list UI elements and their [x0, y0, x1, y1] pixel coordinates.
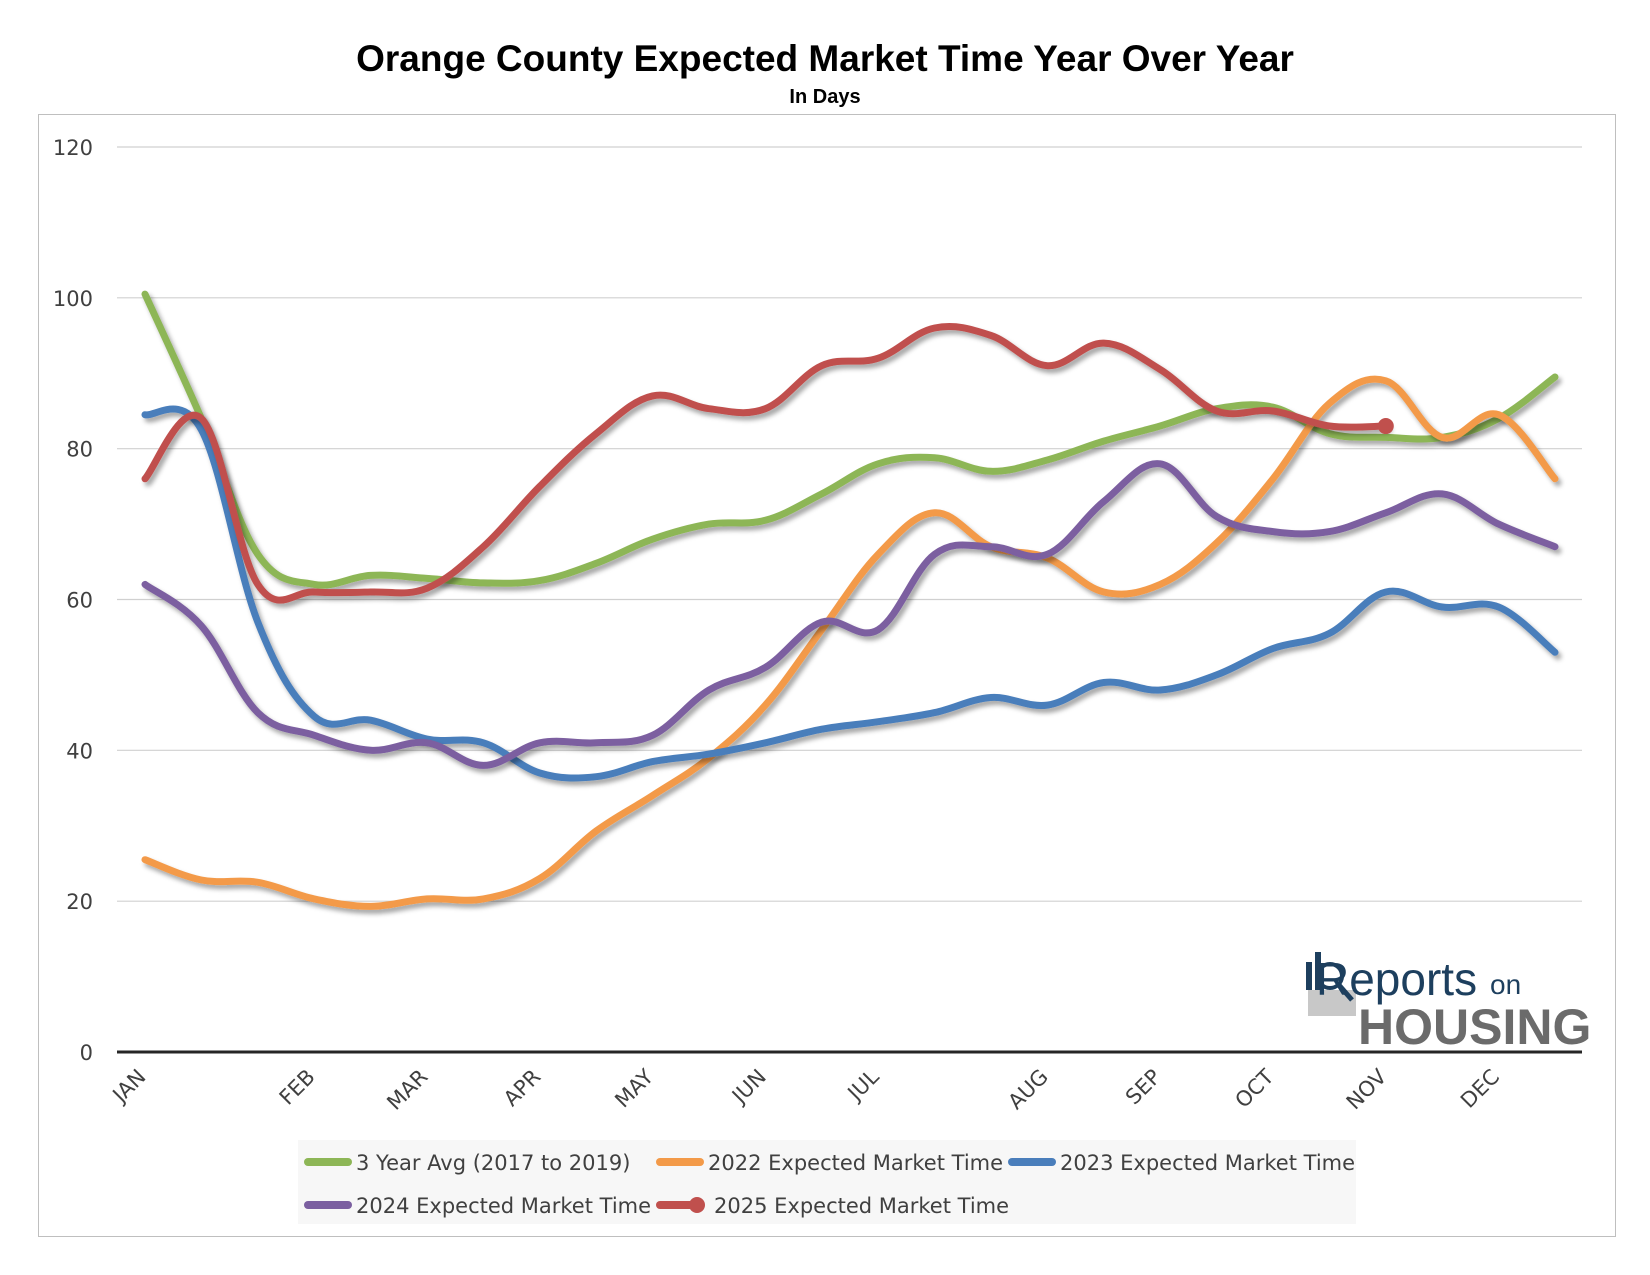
series-line-0	[141, 290, 1559, 589]
x-tick-label: JAN	[107, 1065, 151, 1109]
reports-on-housing-logo: Reports on HOUSING	[1306, 952, 1591, 1055]
y-axis-ticks: 0 20 40 60 80 100 120	[53, 136, 93, 1065]
legend-item-2024: 2024 Expected Market Time	[304, 1194, 651, 1218]
series-line-4	[141, 323, 1390, 604]
series-line-1	[141, 375, 1559, 910]
series-line-2	[141, 405, 1559, 782]
x-tick-label: JUL	[842, 1064, 884, 1106]
y-tick-label: 100	[53, 287, 93, 311]
legend-label: 2024 Expected Market Time	[356, 1194, 651, 1218]
x-tick-label: OCT	[1230, 1064, 1278, 1112]
legend-label: 2023 Expected Market Time	[1060, 1151, 1355, 1175]
chart-title: Orange County Expected Market Time Year …	[356, 38, 1294, 79]
chart-subtitle: In Days	[789, 86, 861, 108]
legend: 3 Year Avg (2017 to 2019) 2022 Expected …	[298, 1140, 1356, 1224]
x-tick-label: FEB	[275, 1065, 320, 1110]
x-tick-label: APR	[499, 1065, 545, 1111]
legend-label: 2022 Expected Market Time	[708, 1151, 1003, 1175]
magnifier-icon	[1316, 962, 1344, 990]
x-tick-label: SEP	[1121, 1065, 1166, 1110]
y-tick-label: 40	[66, 739, 93, 763]
series-end-marker-4	[1377, 418, 1394, 435]
logo-on-text: on	[1490, 969, 1521, 1000]
y-tick-label: 80	[66, 438, 93, 462]
legend-item-2023: 2023 Expected Market Time	[1008, 1151, 1355, 1175]
x-tick-label: MAY	[610, 1064, 658, 1112]
y-tick-label: 0	[80, 1041, 93, 1065]
magnifier-handle-icon	[1337, 983, 1354, 1002]
chart-frame	[38, 114, 1616, 1237]
logo-top-text: Reports	[1316, 953, 1477, 1005]
x-tick-label: DEC	[1456, 1065, 1504, 1113]
x-tick-label: NOV	[1342, 1064, 1392, 1114]
logo-bottom-text: HOUSING	[1358, 999, 1591, 1055]
legend-label: 2025 Expected Market Time	[714, 1194, 1009, 1218]
legend-background	[298, 1140, 1356, 1224]
x-axis-ticks: JAN FEB MAR APR MAY JUN JUL AUG SEP OCT NOV DEC	[107, 1064, 1504, 1115]
x-tick-label: JUN	[726, 1065, 771, 1110]
series-markers	[1377, 418, 1394, 435]
logo-bar-1	[1306, 962, 1312, 990]
y-tick-label: 20	[66, 890, 93, 914]
gridlines	[117, 146, 1582, 1054]
legend-marker	[689, 1197, 705, 1213]
x-tick-label: AUG	[1003, 1065, 1053, 1115]
series-line-3	[141, 460, 1559, 769]
y-tick-label: 60	[66, 589, 93, 613]
legend-item-2025: 2025 Expected Market Time	[656, 1194, 1009, 1218]
x-tick-label: MAR	[382, 1065, 432, 1115]
legend-label: 3 Year Avg (2017 to 2019)	[356, 1151, 630, 1175]
y-tick-label: 120	[53, 136, 93, 160]
legend-item-3yr-avg: 3 Year Avg (2017 to 2019)	[304, 1151, 630, 1175]
legend-item-2022: 2022 Expected Market Time	[656, 1151, 1003, 1175]
series-lines	[141, 290, 1559, 910]
